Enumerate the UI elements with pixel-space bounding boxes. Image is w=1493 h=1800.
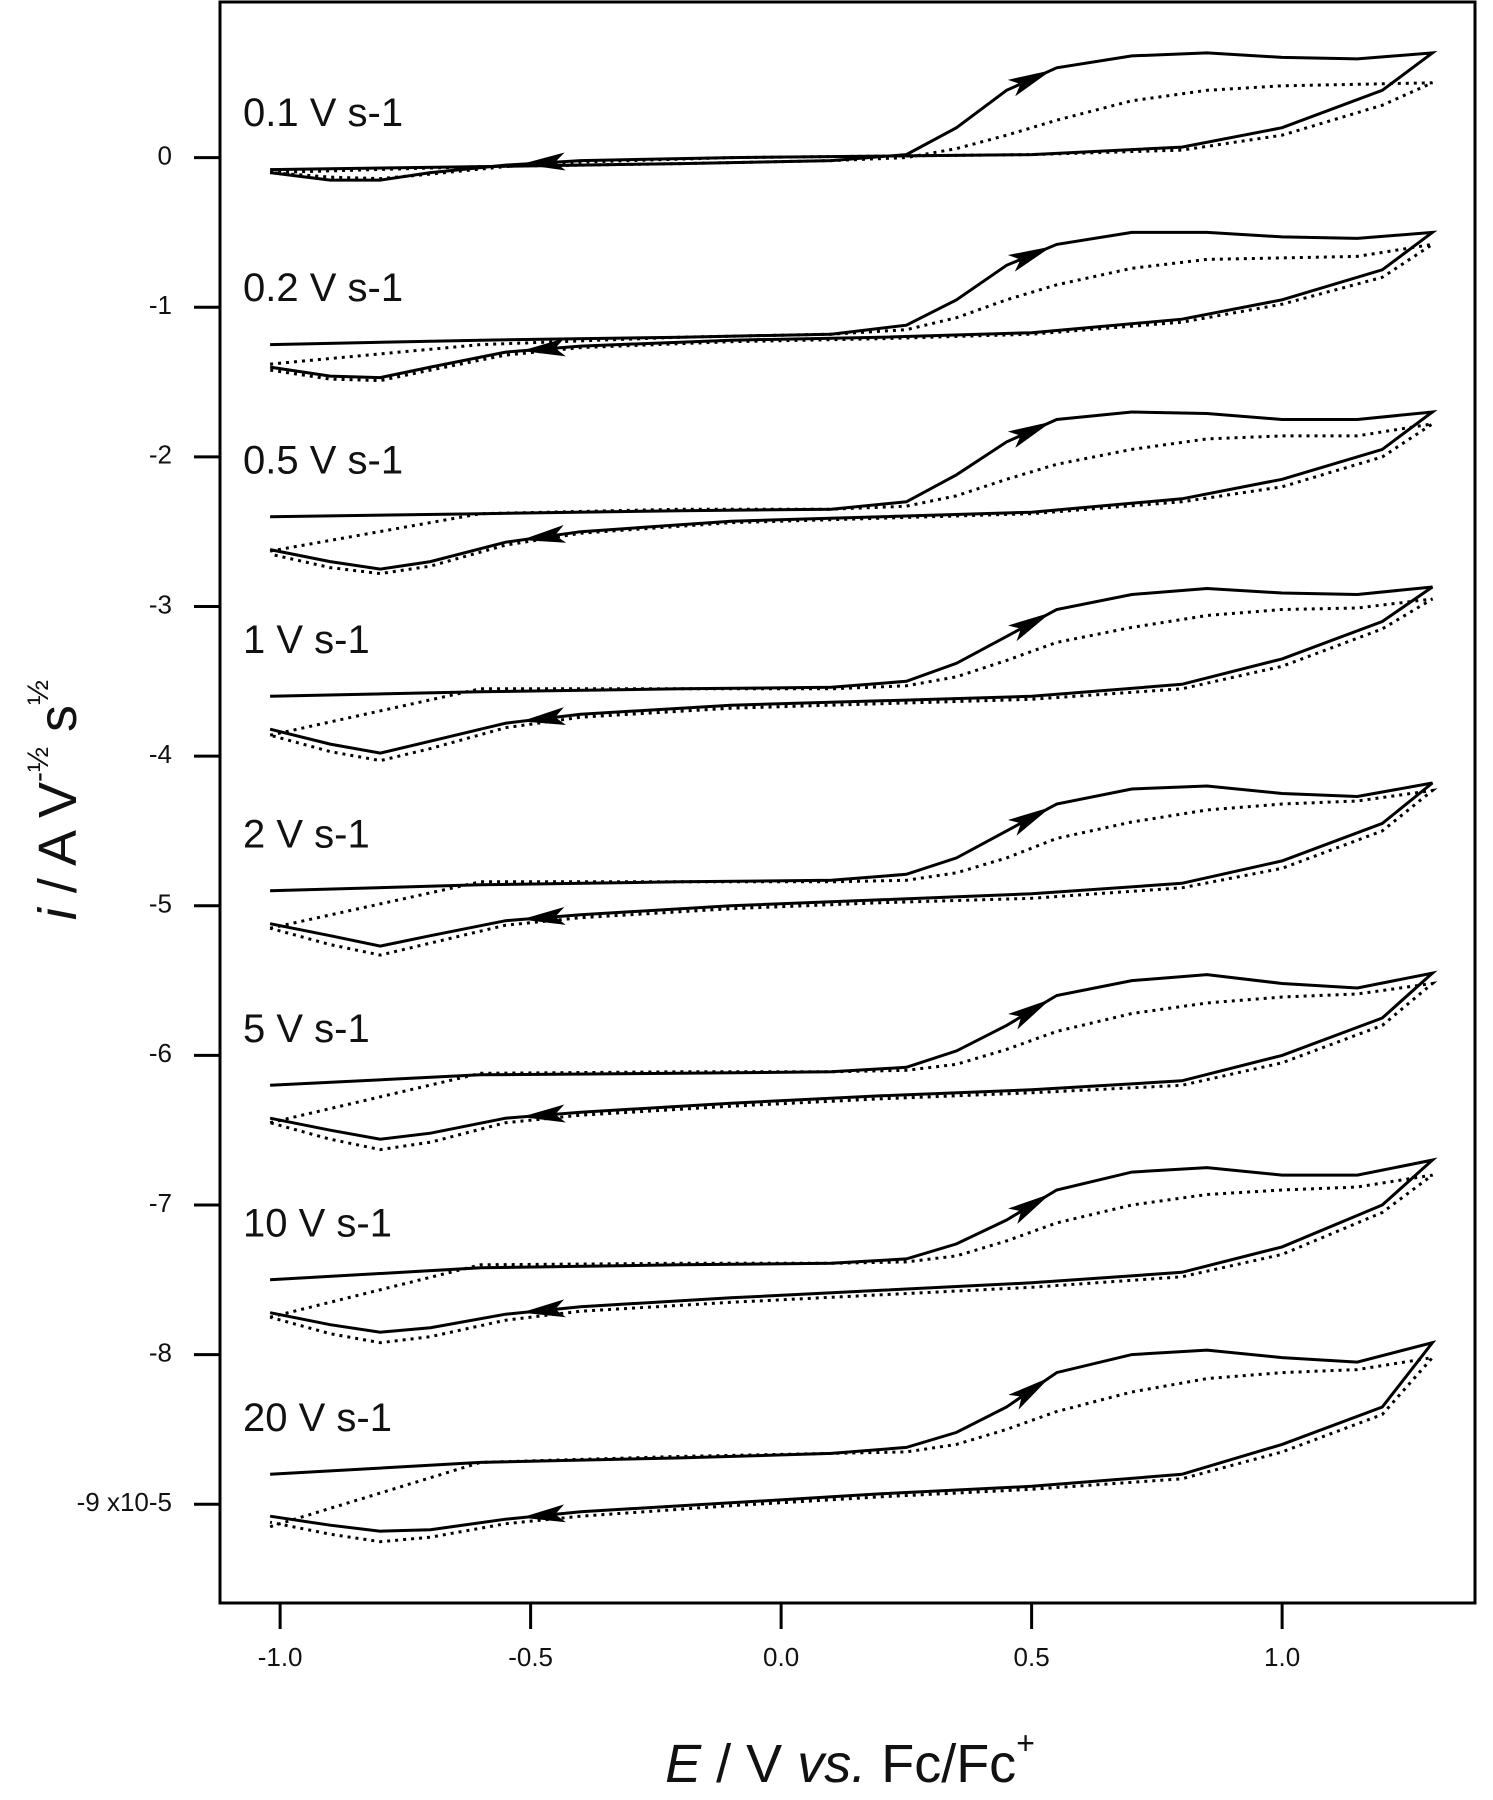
x-tick-label: -0.5 bbox=[508, 1642, 553, 1672]
direction-arrow bbox=[1007, 612, 1051, 642]
cv-curve bbox=[269, 1157, 1438, 1334]
scan-rate-label: 0.2 V s-1 bbox=[243, 266, 403, 310]
direction-arrow bbox=[521, 906, 566, 925]
direction-arrow bbox=[1008, 1193, 1051, 1225]
cv-curve-dotted bbox=[269, 1173, 1434, 1345]
direction-arrow bbox=[1008, 1377, 1050, 1410]
scan-rate-label: 20 V s-1 bbox=[243, 1396, 392, 1440]
y-title-part: / A V bbox=[28, 782, 88, 908]
x-title-part: E bbox=[665, 1734, 702, 1794]
cv-curve-dotted bbox=[269, 422, 1434, 576]
cv-curve-dotted bbox=[269, 981, 1438, 1152]
plot-frame bbox=[218, 0, 1477, 1605]
y-tick-label: -7 bbox=[149, 1188, 172, 1218]
x-title-part: Fc/Fc bbox=[866, 1734, 1016, 1794]
y-tick-label: -1 bbox=[149, 290, 172, 320]
x-title-part: + bbox=[1016, 1725, 1035, 1761]
cv-curve bbox=[269, 50, 1438, 182]
y-title-part: ½ bbox=[22, 680, 55, 705]
x-tick-label: 0.5 bbox=[1014, 1642, 1050, 1672]
y-tick-label: -6 bbox=[149, 1038, 172, 1068]
y-title-part: i bbox=[28, 906, 88, 920]
cv-curve bbox=[269, 781, 1434, 948]
cv-curve-dotted bbox=[269, 788, 1438, 957]
y-tick-label: -8 bbox=[149, 1337, 172, 1367]
y-title-part: -½ bbox=[22, 747, 55, 782]
scan-rate-label: 1 V s-1 bbox=[243, 618, 370, 662]
direction-arrow bbox=[521, 1299, 566, 1318]
direction-arrow bbox=[521, 1104, 566, 1123]
cv-curve bbox=[269, 970, 1438, 1141]
x-title-part: vs. bbox=[797, 1734, 866, 1794]
cv-curve bbox=[269, 1340, 1437, 1533]
x-tick-label: 0.0 bbox=[763, 1642, 799, 1672]
cv-curve bbox=[269, 585, 1434, 755]
scan-rate-label: 2 V s-1 bbox=[243, 812, 370, 856]
cv-curve-dotted bbox=[269, 81, 1434, 181]
cv-curve-dotted bbox=[269, 597, 1434, 763]
y-tick-label: -3 bbox=[149, 589, 172, 619]
scan-rate-label: 0.5 V s-1 bbox=[243, 438, 403, 482]
direction-arrow bbox=[521, 524, 567, 543]
cv-curve-dotted bbox=[269, 1355, 1437, 1544]
direction-arrow bbox=[521, 338, 566, 357]
scan-rate-label: 0.1 V s-1 bbox=[243, 91, 403, 135]
direction-arrow bbox=[521, 707, 567, 726]
y-tick-label: 0 bbox=[158, 140, 172, 170]
cv-curve-dotted bbox=[269, 242, 1434, 383]
direction-arrow bbox=[1008, 999, 1051, 1030]
x-tick-label: -1.0 bbox=[258, 1642, 303, 1672]
cv-curve bbox=[269, 230, 1438, 380]
direction-arrow bbox=[521, 1504, 566, 1523]
x-axis-title: E / V vs. Fc/Fc+ bbox=[665, 1725, 1035, 1794]
y-title-part: s bbox=[28, 705, 88, 747]
y-axis-title: i / A V-½ s½ bbox=[22, 680, 88, 920]
direction-arrow bbox=[521, 152, 566, 171]
y-tick-label: -5 bbox=[149, 889, 172, 919]
scan-rate-label: 10 V s-1 bbox=[243, 1201, 392, 1245]
y-tick-label: -2 bbox=[149, 440, 172, 470]
cv-curve bbox=[269, 409, 1438, 571]
x-title-part: / V bbox=[701, 1734, 797, 1794]
y-tick-label: -9 x10-5 bbox=[77, 1487, 172, 1517]
direction-arrow bbox=[1007, 246, 1052, 272]
x-tick-label: 1.0 bbox=[1264, 1642, 1300, 1672]
scan-rate-label: 5 V s-1 bbox=[243, 1007, 370, 1051]
direction-arrow bbox=[1007, 70, 1052, 97]
direction-arrow bbox=[1007, 807, 1051, 836]
direction-arrow bbox=[1007, 421, 1052, 448]
y-tick-label: -4 bbox=[149, 739, 172, 769]
